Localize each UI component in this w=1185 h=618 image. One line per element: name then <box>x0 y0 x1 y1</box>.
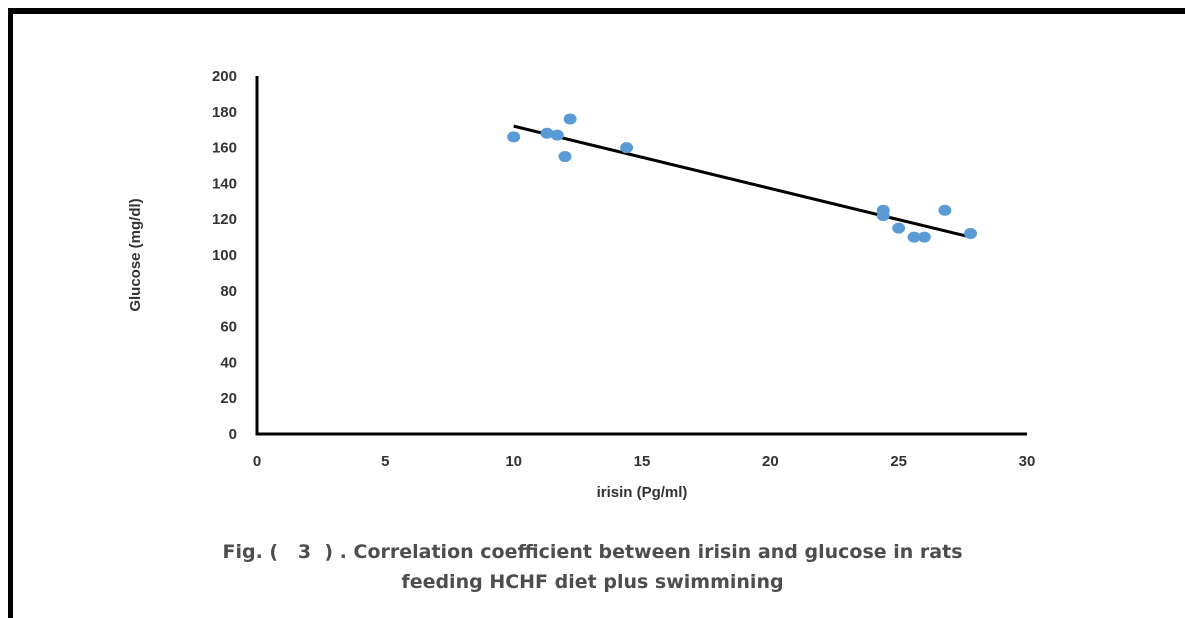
y-tick-label: 140 <box>212 175 237 192</box>
caption-line-1: Fig. ( 3 ) . Correlation coefficient bet… <box>222 541 963 563</box>
data-point <box>507 131 521 143</box>
x-tick-label: 15 <box>634 453 651 470</box>
y-axis-ticks: 0 20 40 60 80 100 120 140 160 180 200 <box>212 68 237 443</box>
data-point <box>907 231 921 243</box>
data-points <box>507 113 978 243</box>
chart-axes <box>255 76 1027 436</box>
y-tick-label: 200 <box>212 68 237 85</box>
y-tick-label: 80 <box>220 283 237 300</box>
y-axis-title: Glucose (mg/dl) <box>127 198 144 311</box>
trendline-group <box>513 124 971 239</box>
data-point <box>876 210 890 222</box>
data-point <box>917 231 931 243</box>
x-tick-label: 25 <box>890 453 907 470</box>
x-tick-label: 0 <box>253 453 261 470</box>
data-point <box>938 204 952 216</box>
x-tick-label: 10 <box>505 453 522 470</box>
y-tick-label: 120 <box>212 211 237 228</box>
x-tick-label: 20 <box>762 453 779 470</box>
y-tick-label: 40 <box>220 354 237 371</box>
figure-frame <box>8 8 1185 618</box>
y-tick-label: 100 <box>212 247 237 264</box>
y-tick-label: 160 <box>212 140 237 157</box>
data-point <box>558 151 572 163</box>
y-tick-label: 20 <box>220 390 237 407</box>
x-axis-title: irisin (Pg/ml) <box>597 484 688 501</box>
figure-caption: Fig. ( 3 ) . Correlation coefficient bet… <box>0 537 1185 597</box>
data-point <box>540 127 554 139</box>
y-tick-label: 60 <box>220 319 237 336</box>
caption-line-2: feeding HCHF diet plus swimmining <box>401 571 784 593</box>
data-point <box>620 142 634 154</box>
trendline <box>513 124 971 239</box>
data-point <box>964 228 978 240</box>
x-tick-label: 5 <box>381 453 389 470</box>
data-point <box>550 129 564 141</box>
scatter-chart: 0 20 40 60 80 100 120 140 160 180 200 0 5 10 15 20 25 30… <box>127 68 1036 501</box>
x-axis-ticks: 0 5 10 15 20 25 30 <box>253 453 1036 470</box>
data-point <box>563 113 577 125</box>
y-tick-label: 0 <box>229 426 237 443</box>
x-tick-label: 30 <box>1019 453 1036 470</box>
data-point <box>892 222 906 234</box>
y-tick-label: 180 <box>212 104 237 121</box>
